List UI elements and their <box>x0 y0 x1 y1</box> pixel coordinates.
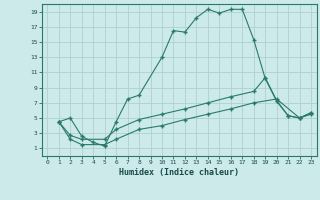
X-axis label: Humidex (Indice chaleur): Humidex (Indice chaleur) <box>119 168 239 177</box>
